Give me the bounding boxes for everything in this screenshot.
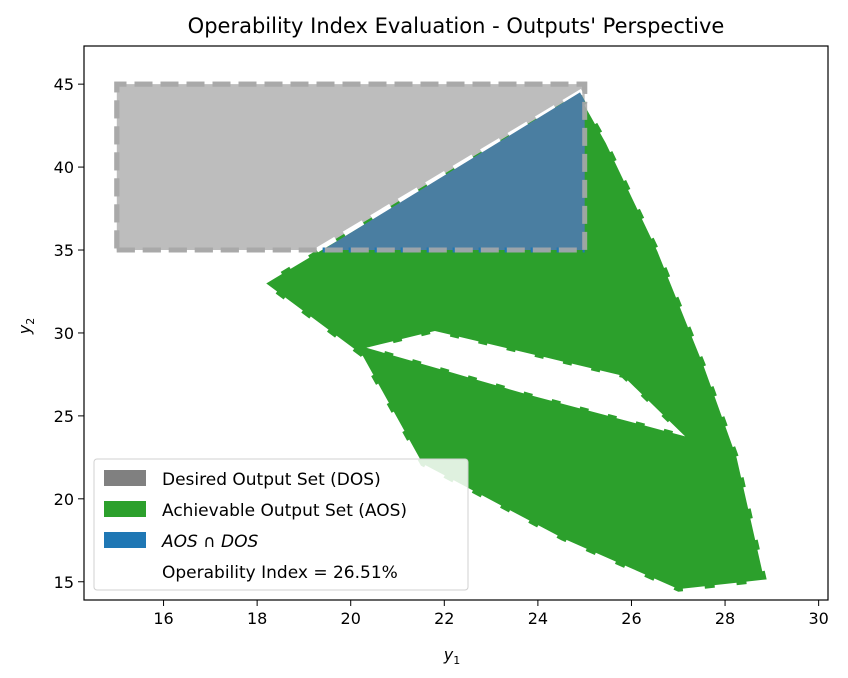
y-axis-label: y2 — [15, 318, 37, 335]
legend-swatch-intersection — [104, 532, 146, 548]
legend-swatch-dos — [104, 470, 146, 486]
plot-frame — [83, 45, 829, 601]
y-tick-label-25: 25 — [54, 407, 74, 426]
legend-frame — [93, 458, 469, 591]
dos-outline — [114, 81, 588, 253]
x-tick-label-30: 30 — [808, 609, 828, 628]
y-tick-label-15: 15 — [54, 573, 74, 592]
y-tick-label-35: 35 — [54, 241, 74, 260]
x-tick-label-28: 28 — [715, 609, 735, 628]
y-tick-label-20: 20 — [54, 490, 74, 509]
x-tick-label-18: 18 — [247, 609, 267, 628]
x-tick-label-24: 24 — [528, 609, 548, 628]
legend-label-operability-index: Operability Index = 26.51% — [162, 563, 398, 583]
y-tick-label-30: 30 — [54, 324, 74, 343]
legend-label-intersection: AOS ∩ DOS — [161, 532, 259, 552]
x-tick-label-20: 20 — [341, 609, 361, 628]
chart-title: Operability Index Evaluation - Outputs' … — [188, 14, 725, 38]
legend-swatch-aos — [104, 501, 146, 517]
x-tick-label-26: 26 — [621, 609, 641, 628]
aos-hole-boundary-0 — [366, 330, 686, 437]
aos-boundary — [257, 88, 771, 595]
intersection-region — [322, 92, 585, 251]
x-tick-label-16: 16 — [153, 609, 173, 628]
x-tick-label-22: 22 — [434, 609, 454, 628]
y-tick-label-40: 40 — [54, 158, 74, 177]
legend: Desired Output Set (DOS) Achievable Outp… — [93, 458, 469, 591]
x-axis-label: y1 — [443, 645, 460, 667]
legend-label-aos: Achievable Output Set (AOS) — [162, 501, 407, 521]
y-tick-label-45: 45 — [54, 75, 74, 94]
legend-label-dos: Desired Output Set (DOS) — [162, 470, 381, 490]
